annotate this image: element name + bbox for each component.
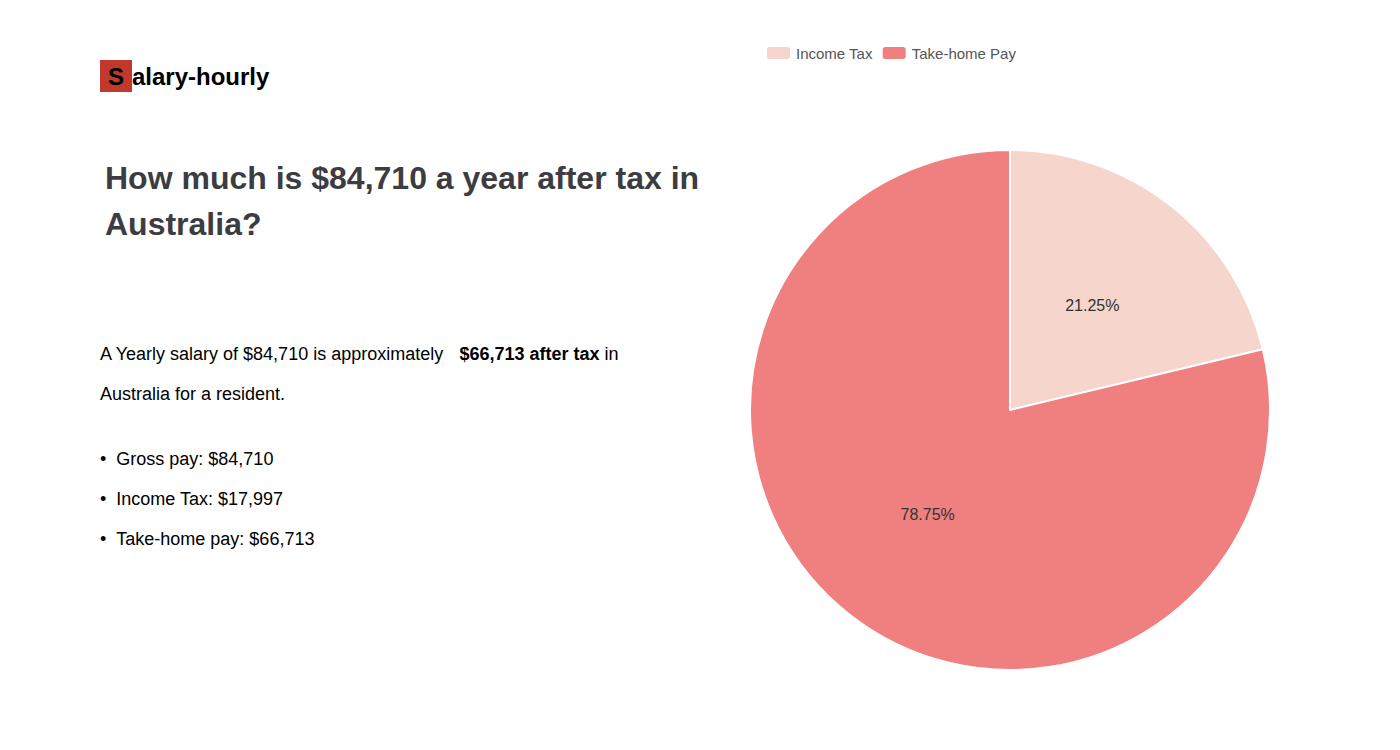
svg-text:A Yearly salary of $84,710 is: A Yearly salary of $84,710 is approximat… — [100, 344, 448, 364]
svg-text:Take-home pay: $66,713: Take-home pay: $66,713 — [116, 529, 314, 549]
svg-text:S: S — [108, 63, 124, 90]
svg-text:•: • — [100, 529, 106, 549]
svg-text:alary-hourly: alary-hourly — [132, 63, 270, 90]
svg-text:Australia?: Australia? — [105, 206, 261, 242]
svg-text:Income Tax: Income Tax — [796, 45, 873, 62]
svg-text:Gross pay: $84,710: Gross pay: $84,710 — [116, 449, 273, 469]
svg-text:21.25%: 21.25% — [1065, 297, 1119, 314]
svg-text:Income Tax: $17,997: Income Tax: $17,997 — [116, 489, 283, 509]
svg-text:$66,713 after tax: $66,713 after tax — [460, 344, 600, 364]
svg-text:•: • — [100, 449, 106, 469]
svg-text:•: • — [100, 489, 106, 509]
svg-text:How much is $84,710 a year aft: How much is $84,710 a year after tax in — [105, 160, 699, 196]
svg-text:Take-home Pay: Take-home Pay — [912, 45, 1017, 62]
svg-text:in: in — [600, 344, 619, 364]
svg-text:78.75%: 78.75% — [901, 506, 955, 523]
svg-text:Australia for a resident.: Australia for a resident. — [100, 384, 285, 404]
